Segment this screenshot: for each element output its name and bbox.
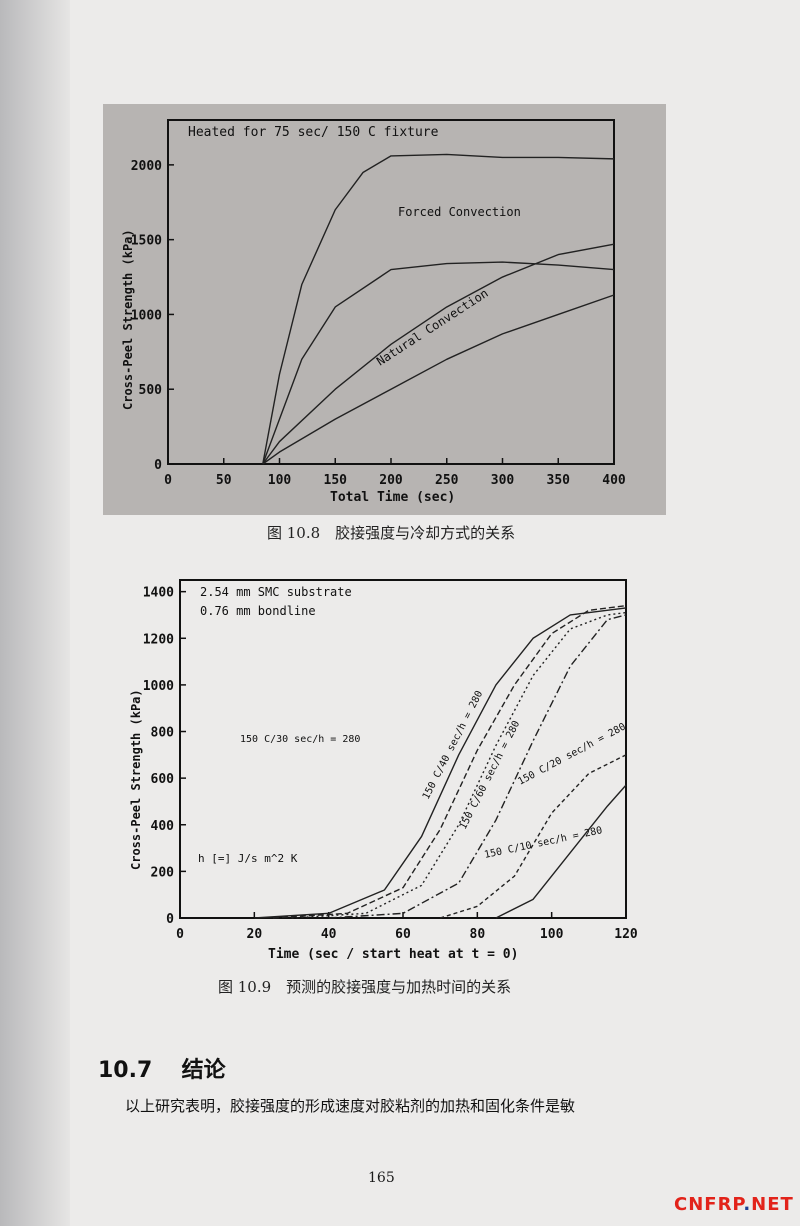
figure1-xtick-label: 100 [268, 473, 292, 488]
page-gutter-shadow [0, 0, 70, 1226]
figure2-xtick-label: 0 [176, 927, 184, 942]
figure2-series-6 [495, 784, 627, 919]
figure2-xtick-label: 60 [395, 927, 411, 942]
figure2-ytick-label: 0 [166, 912, 174, 927]
figure1-xtick-label: 300 [491, 473, 515, 488]
figure2-caption: 图 10.9 预测的胶接强度与加热时间的关系 [218, 978, 512, 996]
figure2-series-4 [328, 614, 627, 919]
figure1-xtick-label: 200 [379, 473, 403, 488]
figure1-ytick-label: 1500 [131, 234, 162, 249]
section-title: 结论 [181, 1058, 226, 1083]
figure1-chart: Heated for 75 sec/ 150 C fixture Forced … [121, 119, 626, 505]
page-number: 165 [368, 1170, 395, 1186]
figure2-ytick-label: 400 [151, 819, 175, 834]
figure1-xtick-label: 400 [602, 473, 626, 488]
figure2-ylabel: Cross-Peel Strength (kPa) [129, 689, 143, 870]
watermark-logo: CNFRP.NET [674, 1194, 794, 1215]
figure1-xtick-label: 50 [216, 473, 232, 488]
figure2-annotation-substrate: 2.54 mm SMC substrate [200, 585, 352, 599]
section-heading: 10.7 结论 [98, 1052, 226, 1084]
figure2-annotation-h-units: h [=] J/s m^2 K [198, 852, 298, 865]
figure2-xtick-label: 100 [540, 927, 564, 942]
watermark-tld: NET [751, 1194, 794, 1215]
figure1-ytick-label: 500 [139, 383, 163, 398]
watermark-dot: . [743, 1194, 752, 1215]
figure2-label-30sec: 150 C/30 sec/h = 280 [240, 734, 360, 745]
figure1-ytick-label: 2000 [131, 159, 162, 174]
figure1-caption: 图 10.8 胶接强度与冷却方式的关系 [267, 524, 516, 542]
figure2-xtick-label: 120 [614, 927, 638, 942]
figure1-series-4 [262, 294, 615, 465]
figure2-annotation-bondline: 0.76 mm bondline [200, 604, 316, 618]
figure1-xtick-label: 150 [324, 473, 348, 488]
figure2-ytick-label: 600 [151, 772, 175, 787]
figure1-xtick-label: 0 [164, 473, 172, 488]
section-number: 10.7 [98, 1058, 153, 1083]
figure1-series-3 [262, 243, 615, 465]
figure1-ylabel: Cross-Peel Strength (kPa) [121, 229, 135, 410]
figure2-label-60sec: 150 C/60 sec/h = 280 [458, 719, 522, 831]
figure2-chart: 2.54 mm SMC substrate 0.76 mm bondline h… [129, 579, 638, 962]
figure2-xtick-label: 40 [321, 927, 337, 942]
figure1-series-1 [262, 153, 615, 465]
figure1-xlabel: Total Time (sec) [330, 490, 455, 505]
figure2-series-3 [291, 611, 627, 919]
figure2-xlabel: Time (sec / start heat at t = 0) [268, 947, 518, 962]
figure2-ytick-label: 800 [151, 726, 175, 741]
figure1-plot-frame [167, 119, 615, 465]
watermark-brand: CNFRP [674, 1194, 744, 1215]
figure2-xtick-label: 80 [470, 927, 486, 942]
figure1-title: Heated for 75 sec/ 150 C fixture [188, 125, 439, 140]
figure1-annotation-natural: Natural Convection [374, 286, 491, 369]
figure2-series-1 [254, 607, 627, 919]
figure1-ytick-label: 0 [154, 458, 162, 473]
figure1-series-2 [262, 261, 615, 465]
figure1-xtick-label: 250 [435, 473, 459, 488]
figure2-label-10sec: 150 C/10 sec/h = 280 [483, 825, 603, 861]
figure1-xtick-label: 350 [547, 473, 571, 488]
figure2-label-20sec: 150 C/20 sec/h = 280 [516, 721, 627, 787]
figure2-ytick-label: 1400 [143, 586, 174, 601]
figure2-label-40sec: 150 C/40 sec/h = 280 [421, 689, 485, 801]
figure2-ytick-label: 200 [151, 865, 175, 880]
figure1-annotation-forced: Forced Convection [398, 205, 521, 219]
figure2-ytick-label: 1000 [143, 679, 174, 694]
body-paragraph: 以上研究表明，胶接强度的形成速度对胶粘剂的加热和固化条件是敏 [125, 1097, 576, 1115]
figure2-xtick-label: 20 [247, 927, 263, 942]
figure2-series-2 [272, 604, 627, 919]
figure2-ytick-label: 1200 [143, 632, 174, 647]
figure1-ytick-label: 1000 [131, 308, 162, 323]
